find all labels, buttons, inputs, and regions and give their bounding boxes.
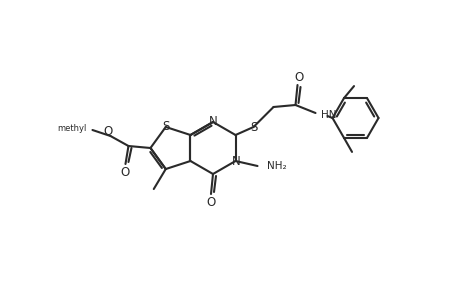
- Text: O: O: [121, 166, 130, 178]
- Text: N: N: [232, 154, 241, 167]
- Text: O: O: [293, 70, 302, 83]
- Text: S: S: [162, 121, 169, 134]
- Text: S: S: [249, 121, 257, 134]
- Text: methyl: methyl: [57, 124, 86, 133]
- Text: O: O: [206, 196, 215, 208]
- Text: HN: HN: [320, 110, 335, 120]
- Text: O: O: [104, 124, 113, 137]
- Text: N: N: [208, 115, 217, 128]
- Text: NH₂: NH₂: [266, 161, 285, 171]
